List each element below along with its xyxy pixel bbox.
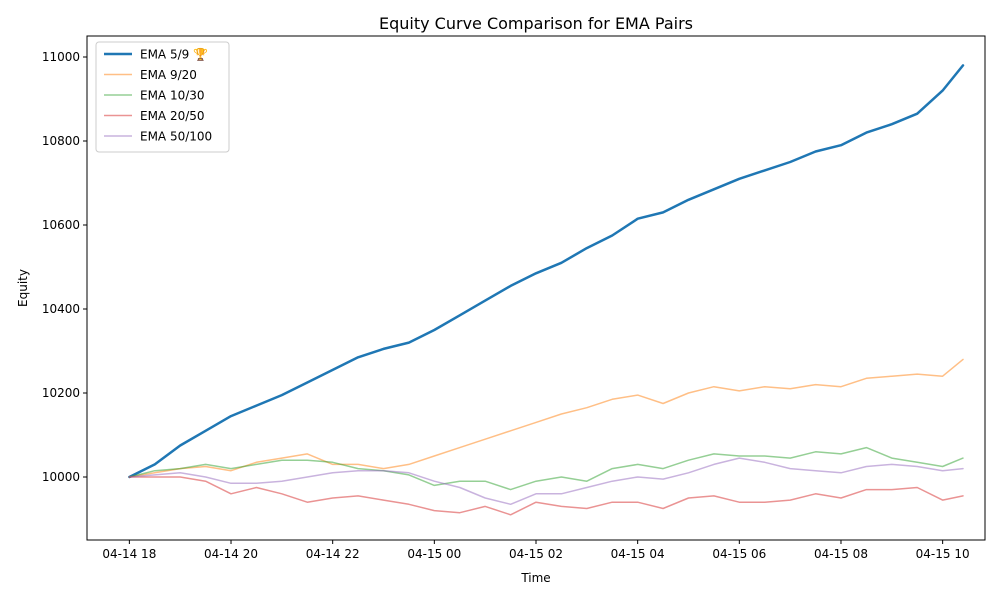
x-axis: 04-14 18 04-14 20 04-14 22 04-15 00 04-15 02… [102,540,970,561]
x-tick-label: 04-14 22 [306,547,360,561]
x-tick-label: 04-14 20 [204,547,258,561]
y-tick-label: 10000 [42,470,80,484]
legend-label-4: EMA 20/50 [140,109,205,123]
x-tick-label: 04-15 08 [814,547,868,561]
y-tick-label: 10800 [42,134,80,148]
legend-label-3: EMA 10/30 [140,89,205,103]
chart-title: Equity Curve Comparison for EMA Pairs [379,14,693,33]
x-tick-label: 04-15 02 [509,547,563,561]
y-tick-label: 10600 [42,218,80,232]
y-axis: 10000 10200 10400 10600 10800 11000 [42,50,87,484]
legend: EMA 5/9 🏆 EMA 9/20 EMA 10/30 EMA 20/50 EMA 5… [95,41,230,153]
y-tick-label: 10400 [42,302,80,316]
series-group [128,64,965,516]
x-tick-label: 04-14 18 [102,547,156,561]
legend-label-5: EMA 50/100 [140,130,212,144]
series-line-1 [128,64,965,479]
x-tick-label: 04-15 10 [916,547,970,561]
legend-label-1: EMA 5/9 🏆 [140,48,208,62]
y-tick-label: 11000 [42,50,80,64]
series-line-2 [128,358,964,478]
y-tick-label: 10200 [42,386,80,400]
legend-box [95,41,230,153]
x-tick-label: 04-15 00 [407,547,461,561]
legend-label-2: EMA 9/20 [140,68,197,82]
x-tick-label: 04-15 06 [712,547,766,561]
x-axis-label: Time [520,571,550,585]
x-tick-label: 04-15 04 [611,547,665,561]
y-axis-label: Equity [16,269,30,307]
series-line-5 [128,457,964,506]
series-line-3 [128,446,964,491]
series-line-4 [128,476,964,516]
